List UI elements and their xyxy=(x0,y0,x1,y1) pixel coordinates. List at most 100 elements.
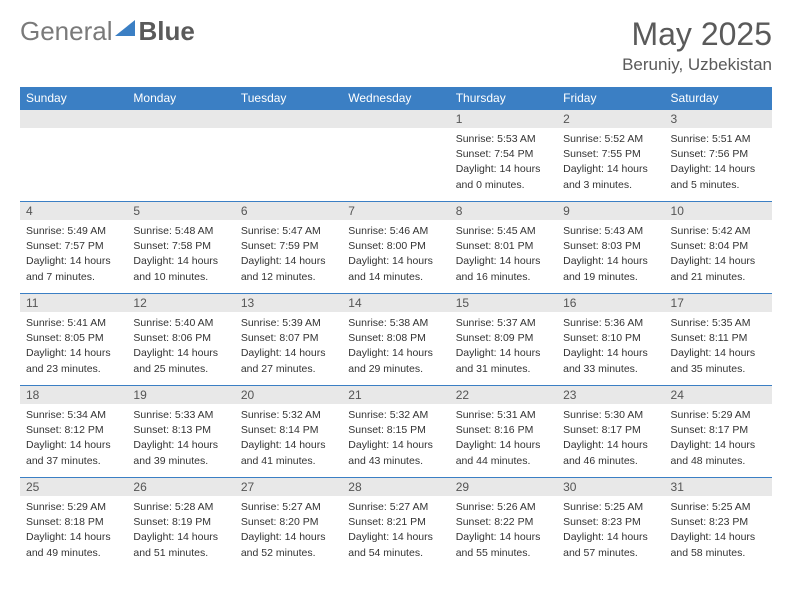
day-number: 3 xyxy=(665,110,772,128)
day-number: 14 xyxy=(342,294,449,312)
day-number: 29 xyxy=(450,478,557,496)
day-info: Sunrise: 5:27 AMSunset: 8:20 PMDaylight:… xyxy=(235,496,342,565)
day-number: 20 xyxy=(235,386,342,404)
calendar-cell: 11Sunrise: 5:41 AMSunset: 8:05 PMDayligh… xyxy=(20,294,127,386)
logo-text-left: General xyxy=(20,16,113,47)
day-info: Sunrise: 5:36 AMSunset: 8:10 PMDaylight:… xyxy=(557,312,664,381)
day-info: Sunrise: 5:33 AMSunset: 8:13 PMDaylight:… xyxy=(127,404,234,473)
weekday-header: Sunday xyxy=(20,87,127,110)
weekday-header: Tuesday xyxy=(235,87,342,110)
calendar-cell: 13Sunrise: 5:39 AMSunset: 8:07 PMDayligh… xyxy=(235,294,342,386)
day-info: Sunrise: 5:29 AMSunset: 8:17 PMDaylight:… xyxy=(665,404,772,473)
day-number: 6 xyxy=(235,202,342,220)
calendar-cell: 30Sunrise: 5:25 AMSunset: 8:23 PMDayligh… xyxy=(557,478,664,570)
day-number: 10 xyxy=(665,202,772,220)
day-number: 31 xyxy=(665,478,772,496)
day-number: 24 xyxy=(665,386,772,404)
day-info: Sunrise: 5:48 AMSunset: 7:58 PMDaylight:… xyxy=(127,220,234,289)
calendar-cell: 22Sunrise: 5:31 AMSunset: 8:16 PMDayligh… xyxy=(450,386,557,478)
day-number: 21 xyxy=(342,386,449,404)
day-number: 26 xyxy=(127,478,234,496)
weekday-header: Saturday xyxy=(665,87,772,110)
day-info: Sunrise: 5:53 AMSunset: 7:54 PMDaylight:… xyxy=(450,128,557,197)
calendar-cell xyxy=(127,110,234,202)
calendar-cell xyxy=(20,110,127,202)
day-info: Sunrise: 5:43 AMSunset: 8:03 PMDaylight:… xyxy=(557,220,664,289)
calendar-cell: 3Sunrise: 5:51 AMSunset: 7:56 PMDaylight… xyxy=(665,110,772,202)
day-number: 22 xyxy=(450,386,557,404)
calendar-cell: 21Sunrise: 5:32 AMSunset: 8:15 PMDayligh… xyxy=(342,386,449,478)
day-info: Sunrise: 5:42 AMSunset: 8:04 PMDaylight:… xyxy=(665,220,772,289)
calendar-cell: 18Sunrise: 5:34 AMSunset: 8:12 PMDayligh… xyxy=(20,386,127,478)
day-info: Sunrise: 5:25 AMSunset: 8:23 PMDaylight:… xyxy=(557,496,664,565)
day-number: 27 xyxy=(235,478,342,496)
day-info: Sunrise: 5:30 AMSunset: 8:17 PMDaylight:… xyxy=(557,404,664,473)
empty-day xyxy=(342,110,449,128)
day-info: Sunrise: 5:26 AMSunset: 8:22 PMDaylight:… xyxy=(450,496,557,565)
page-title: May 2025 xyxy=(622,16,772,53)
calendar-cell: 12Sunrise: 5:40 AMSunset: 8:06 PMDayligh… xyxy=(127,294,234,386)
calendar-cell: 23Sunrise: 5:30 AMSunset: 8:17 PMDayligh… xyxy=(557,386,664,478)
logo-text-right: Blue xyxy=(139,16,195,47)
day-number: 15 xyxy=(450,294,557,312)
day-number: 17 xyxy=(665,294,772,312)
calendar-cell xyxy=(342,110,449,202)
day-number: 12 xyxy=(127,294,234,312)
day-info: Sunrise: 5:39 AMSunset: 8:07 PMDaylight:… xyxy=(235,312,342,381)
calendar-cell: 29Sunrise: 5:26 AMSunset: 8:22 PMDayligh… xyxy=(450,478,557,570)
day-number: 13 xyxy=(235,294,342,312)
calendar-cell: 31Sunrise: 5:25 AMSunset: 8:23 PMDayligh… xyxy=(665,478,772,570)
day-info: Sunrise: 5:29 AMSunset: 8:18 PMDaylight:… xyxy=(20,496,127,565)
weekday-header: Wednesday xyxy=(342,87,449,110)
day-number: 16 xyxy=(557,294,664,312)
day-info: Sunrise: 5:40 AMSunset: 8:06 PMDaylight:… xyxy=(127,312,234,381)
calendar-cell: 9Sunrise: 5:43 AMSunset: 8:03 PMDaylight… xyxy=(557,202,664,294)
logo: General Blue xyxy=(20,16,195,47)
calendar-cell: 26Sunrise: 5:28 AMSunset: 8:19 PMDayligh… xyxy=(127,478,234,570)
calendar-cell: 14Sunrise: 5:38 AMSunset: 8:08 PMDayligh… xyxy=(342,294,449,386)
day-info: Sunrise: 5:45 AMSunset: 8:01 PMDaylight:… xyxy=(450,220,557,289)
day-info: Sunrise: 5:34 AMSunset: 8:12 PMDaylight:… xyxy=(20,404,127,473)
day-number: 23 xyxy=(557,386,664,404)
day-number: 19 xyxy=(127,386,234,404)
day-info: Sunrise: 5:28 AMSunset: 8:19 PMDaylight:… xyxy=(127,496,234,565)
weekday-header: Thursday xyxy=(450,87,557,110)
day-number: 11 xyxy=(20,294,127,312)
calendar-cell: 20Sunrise: 5:32 AMSunset: 8:14 PMDayligh… xyxy=(235,386,342,478)
day-info: Sunrise: 5:31 AMSunset: 8:16 PMDaylight:… xyxy=(450,404,557,473)
day-number: 2 xyxy=(557,110,664,128)
day-number: 5 xyxy=(127,202,234,220)
day-number: 25 xyxy=(20,478,127,496)
logo-triangle-icon xyxy=(115,20,135,36)
weekday-header: Monday xyxy=(127,87,234,110)
calendar-cell: 5Sunrise: 5:48 AMSunset: 7:58 PMDaylight… xyxy=(127,202,234,294)
calendar-cell: 1Sunrise: 5:53 AMSunset: 7:54 PMDaylight… xyxy=(450,110,557,202)
day-info: Sunrise: 5:32 AMSunset: 8:15 PMDaylight:… xyxy=(342,404,449,473)
calendar-cell: 6Sunrise: 5:47 AMSunset: 7:59 PMDaylight… xyxy=(235,202,342,294)
calendar-cell: 27Sunrise: 5:27 AMSunset: 8:20 PMDayligh… xyxy=(235,478,342,570)
day-info: Sunrise: 5:37 AMSunset: 8:09 PMDaylight:… xyxy=(450,312,557,381)
calendar-table: SundayMondayTuesdayWednesdayThursdayFrid… xyxy=(20,87,772,570)
day-info: Sunrise: 5:47 AMSunset: 7:59 PMDaylight:… xyxy=(235,220,342,289)
calendar-cell: 25Sunrise: 5:29 AMSunset: 8:18 PMDayligh… xyxy=(20,478,127,570)
weekday-header: Friday xyxy=(557,87,664,110)
calendar-cell: 28Sunrise: 5:27 AMSunset: 8:21 PMDayligh… xyxy=(342,478,449,570)
empty-day xyxy=(20,110,127,128)
calendar-cell: 24Sunrise: 5:29 AMSunset: 8:17 PMDayligh… xyxy=(665,386,772,478)
day-number: 1 xyxy=(450,110,557,128)
day-info: Sunrise: 5:51 AMSunset: 7:56 PMDaylight:… xyxy=(665,128,772,197)
day-number: 8 xyxy=(450,202,557,220)
calendar-cell xyxy=(235,110,342,202)
day-info: Sunrise: 5:52 AMSunset: 7:55 PMDaylight:… xyxy=(557,128,664,197)
location: Beruniy, Uzbekistan xyxy=(622,55,772,75)
calendar-cell: 15Sunrise: 5:37 AMSunset: 8:09 PMDayligh… xyxy=(450,294,557,386)
day-info: Sunrise: 5:41 AMSunset: 8:05 PMDaylight:… xyxy=(20,312,127,381)
calendar-cell: 4Sunrise: 5:49 AMSunset: 7:57 PMDaylight… xyxy=(20,202,127,294)
day-number: 9 xyxy=(557,202,664,220)
day-number: 4 xyxy=(20,202,127,220)
calendar-cell: 19Sunrise: 5:33 AMSunset: 8:13 PMDayligh… xyxy=(127,386,234,478)
calendar-cell: 2Sunrise: 5:52 AMSunset: 7:55 PMDaylight… xyxy=(557,110,664,202)
day-number: 18 xyxy=(20,386,127,404)
day-info: Sunrise: 5:27 AMSunset: 8:21 PMDaylight:… xyxy=(342,496,449,565)
day-number: 28 xyxy=(342,478,449,496)
